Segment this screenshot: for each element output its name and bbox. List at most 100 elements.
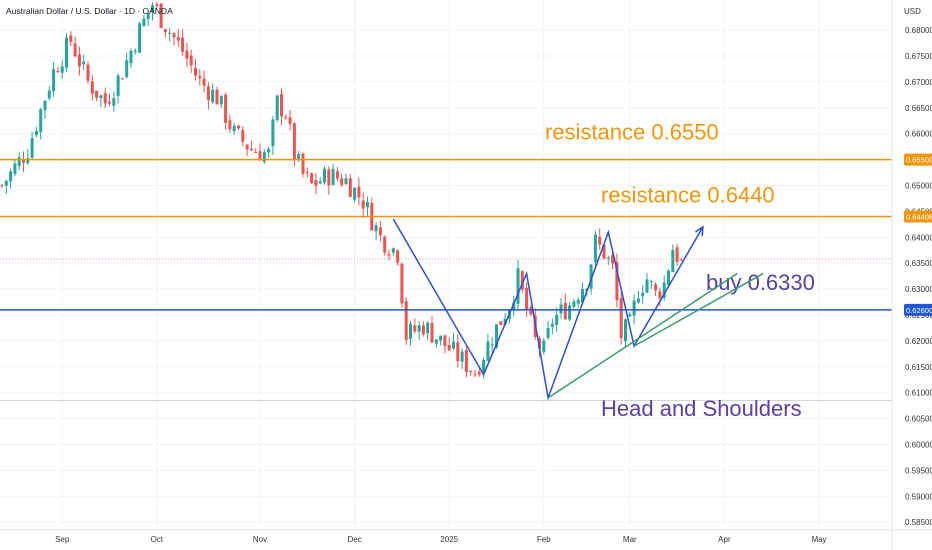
candle-body	[366, 201, 369, 208]
candle-body	[310, 173, 314, 183]
candle-body	[503, 318, 507, 325]
candle	[443, 335, 447, 354]
candle-body	[301, 153, 305, 174]
price-tick-label: 0.62000	[905, 337, 932, 346]
candle	[254, 148, 258, 154]
candle	[559, 298, 563, 319]
candle-body	[563, 302, 567, 320]
candle-body	[163, 29, 167, 33]
candle	[185, 43, 189, 68]
candle	[219, 95, 223, 108]
candle-body	[206, 86, 210, 101]
candle	[469, 370, 473, 376]
candle-body	[34, 130, 38, 136]
candle	[563, 293, 567, 321]
candle	[550, 318, 554, 335]
support-trendline	[633, 272, 764, 347]
candle-body	[65, 37, 68, 68]
candle	[447, 337, 451, 352]
candle-body	[176, 37, 180, 41]
candle	[641, 285, 645, 304]
candle	[168, 27, 172, 42]
candle	[73, 36, 77, 58]
candle-body	[95, 90, 99, 98]
price-tick-label: 0.67000	[905, 78, 932, 87]
candle-body	[314, 180, 318, 186]
candle-body	[56, 70, 60, 73]
candle	[344, 173, 348, 185]
price-axis: 0.68000 0.67500 0.67000 0.66500 0.66000 0.655…	[891, 0, 932, 550]
candle-body	[181, 37, 185, 52]
candle	[619, 291, 623, 345]
candle	[163, 28, 167, 38]
candle	[383, 235, 387, 256]
candle-body	[606, 257, 610, 259]
candle-body	[189, 55, 193, 66]
candle-body	[168, 32, 172, 34]
month-label: Nov	[253, 535, 267, 544]
candle	[52, 62, 56, 98]
month-label: Mar	[623, 535, 637, 544]
candle	[228, 114, 232, 133]
candle	[301, 152, 305, 178]
candle	[378, 221, 382, 242]
level-annotation: resistance 0.6440	[601, 183, 775, 208]
candle-body	[649, 281, 653, 283]
price-tick-label: 0.59500	[905, 466, 932, 475]
candle-body	[353, 187, 357, 200]
candle	[176, 28, 180, 47]
candle	[99, 94, 103, 108]
candle	[452, 333, 455, 351]
candle-body	[112, 98, 116, 106]
candle	[275, 94, 279, 122]
candle	[335, 166, 339, 182]
candle	[280, 88, 283, 126]
candle-body	[430, 323, 434, 343]
time-axis: Sep Oct Nov Dec 2025 Feb Mar Apr May	[0, 529, 932, 544]
candle	[340, 173, 344, 188]
level-annotation: resistance 0.6550	[545, 120, 719, 145]
candle	[297, 150, 301, 163]
candles	[0, 1, 683, 379]
price-tick-label: 0.68000	[905, 26, 932, 35]
candle	[654, 282, 658, 297]
candle	[357, 177, 361, 206]
candle-body	[654, 284, 658, 291]
candle	[512, 296, 516, 317]
candle-body	[572, 301, 576, 307]
candle	[486, 333, 490, 362]
candle-body	[323, 168, 326, 183]
candle-body	[275, 95, 279, 121]
candle	[649, 279, 653, 290]
candle-body	[284, 117, 288, 119]
candle	[374, 222, 378, 241]
candle-body	[452, 341, 455, 349]
candle	[77, 46, 81, 76]
candle-body	[538, 338, 541, 349]
candle	[327, 166, 331, 195]
month-label: Dec	[347, 535, 361, 544]
candle	[245, 144, 249, 157]
month-label: 2025	[440, 535, 458, 544]
candle	[4, 180, 8, 194]
candle-body	[658, 291, 662, 298]
candle-body	[224, 94, 228, 123]
candle-body	[39, 109, 43, 133]
candle-body	[211, 89, 215, 103]
candle	[181, 29, 185, 56]
candle-body	[413, 325, 417, 332]
candle	[434, 339, 438, 348]
candle	[464, 344, 468, 378]
candle	[490, 337, 494, 353]
candle-body	[400, 263, 404, 304]
candle-body	[280, 94, 283, 117]
candle-body	[550, 323, 554, 327]
candle-body	[624, 319, 627, 342]
candle	[267, 146, 271, 159]
candle	[636, 291, 640, 304]
level-badge-text: 0.65500	[906, 156, 932, 165]
candle	[34, 126, 38, 138]
candle	[47, 86, 51, 101]
candle-body	[525, 287, 529, 310]
